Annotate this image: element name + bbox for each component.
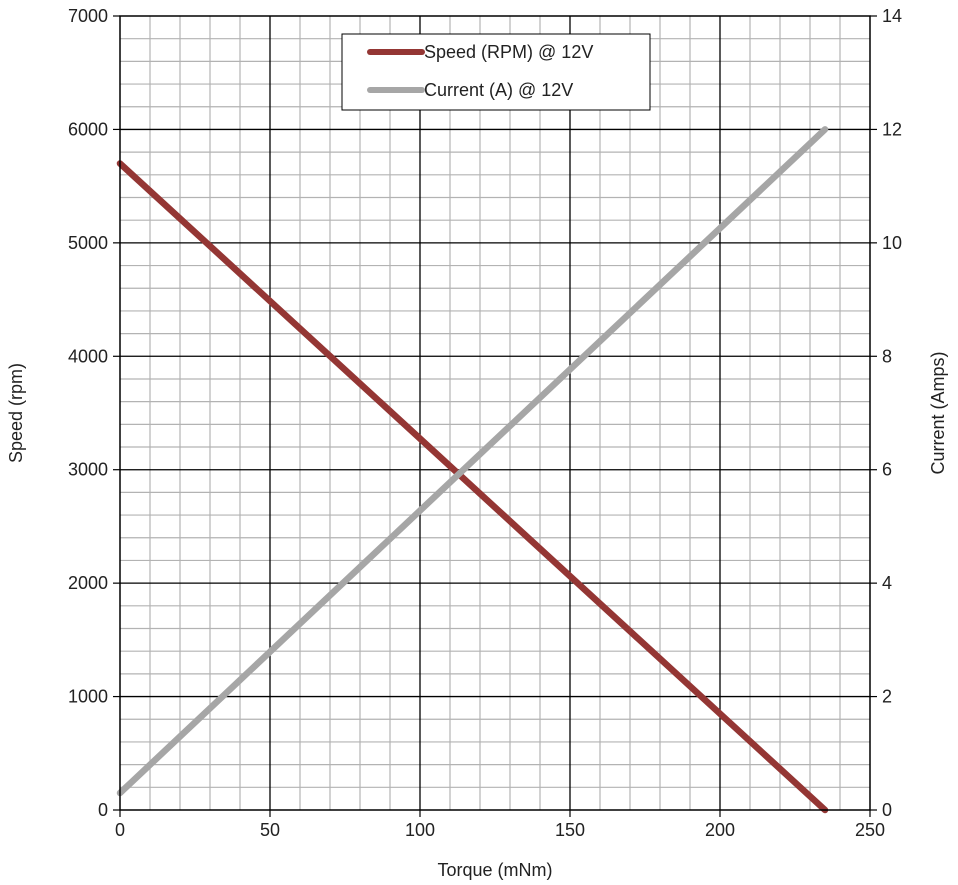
series-line-speed [116,160,829,814]
y2-tick-label: 14 [882,6,902,26]
y-tick-label: 4000 [68,346,108,366]
y-tick-label: 3000 [68,460,108,480]
legend-label-current: Current (A) @ 12V [424,80,573,100]
y-axis-title: Speed (rpm) [6,363,26,463]
y2-tick-label: 8 [882,346,892,366]
x-tick-label: 250 [855,820,885,840]
legend: Speed (RPM) @ 12V Current (A) @ 12V [341,33,651,111]
y-tick-label: 6000 [68,119,108,139]
x-tick-label: 50 [260,820,280,840]
y2-tick-label: 10 [882,233,902,253]
y-tick-label: 5000 [68,233,108,253]
y2-tick-label: 6 [882,460,892,480]
y2-tick-label: 2 [882,687,892,707]
y2-tick-label: 12 [882,119,902,139]
major-grid [120,16,870,810]
minor-grid [120,16,870,810]
x-tick-label: 150 [555,820,585,840]
legend-box [341,33,651,111]
y-tick-label: 7000 [68,6,108,26]
tick-labels: 0 50 100 150 200 2500100020003000400050006000… [68,6,902,840]
ticks-layer [113,15,877,817]
y-tick-label: 2000 [68,573,108,593]
x-tick-label: 200 [705,820,735,840]
plot-frame [119,15,871,811]
y2-axis-title: Current (Amps) [928,351,948,474]
y-tick-label: 1000 [68,687,108,707]
series-line-current [116,126,829,797]
x-tick-label: 100 [405,820,435,840]
y2-tick-label: 0 [882,800,892,820]
legend-label-speed: Speed (RPM) @ 12V [424,42,593,62]
x-tick-label: 0 [115,820,125,840]
y2-tick-label: 4 [882,573,892,593]
series-layer [116,126,829,814]
y-tick-label: 0 [98,800,108,820]
x-axis-title: Torque (mNm) [437,860,552,880]
